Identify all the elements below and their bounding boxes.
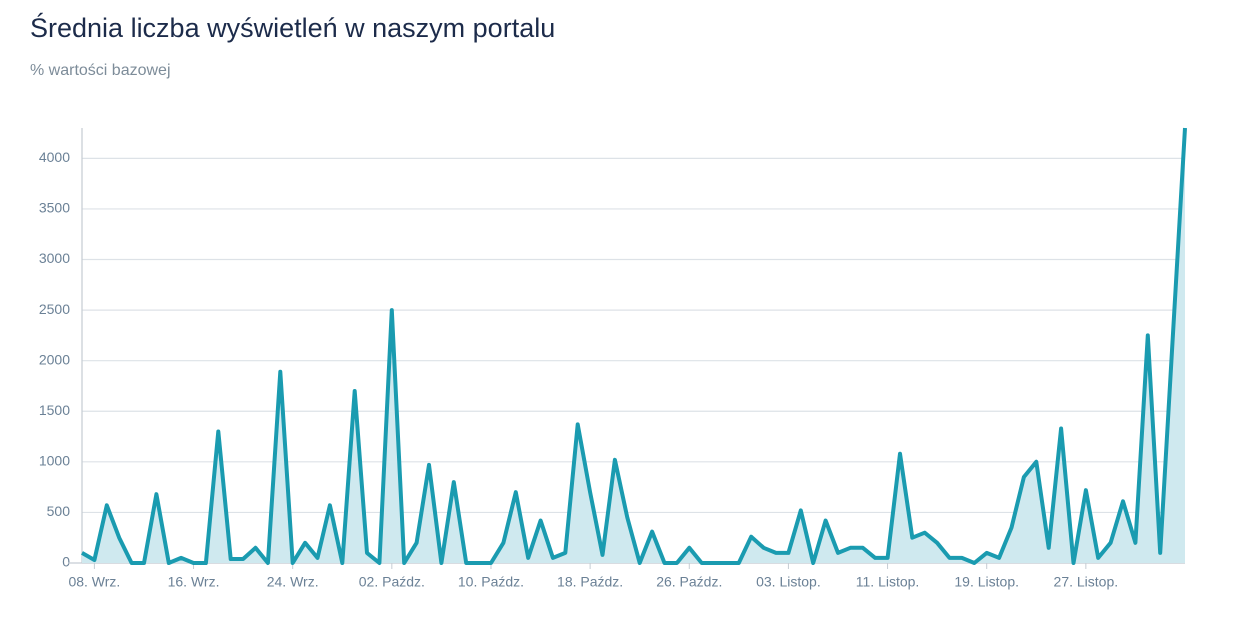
x-tick-label: 19. Listop. — [954, 574, 1019, 590]
y-tick-label: 3500 — [39, 200, 70, 216]
x-tick-label: 11. Listop. — [856, 574, 920, 590]
y-tick-label: 2500 — [39, 301, 70, 317]
x-tick-label: 18. Paźdz. — [557, 574, 623, 590]
chart-title: Średnia liczba wyświetleń w naszym porta… — [30, 11, 555, 43]
line — [81, 127, 1187, 565]
x-tick-label: 24. Wrz. — [267, 574, 319, 590]
y-tick-label: 1500 — [39, 402, 70, 418]
x-tick-label: 26. Paźdz. — [656, 574, 722, 590]
x-tick-label: 27. Listop. — [1054, 574, 1119, 590]
y-tick-label: 2000 — [39, 351, 70, 367]
x-tick-label: 03. Listop. — [756, 574, 821, 590]
y-tick-label: 1000 — [39, 453, 70, 469]
x-tick-label: 10. Paźdz. — [458, 574, 524, 590]
x-tick-label: 08. Wrz. — [68, 574, 120, 590]
y-tick-label: 0 — [62, 554, 70, 570]
x-tick-label: 02. Paźdz. — [359, 574, 425, 590]
x-tick-label: 16. Wrz. — [168, 574, 220, 590]
y-tick-label: 3000 — [39, 250, 70, 266]
y-tick-label: 4000 — [39, 149, 70, 165]
y-tick-label: 500 — [47, 503, 71, 519]
chart-subtitle: % wartości bazowej — [30, 62, 171, 79]
